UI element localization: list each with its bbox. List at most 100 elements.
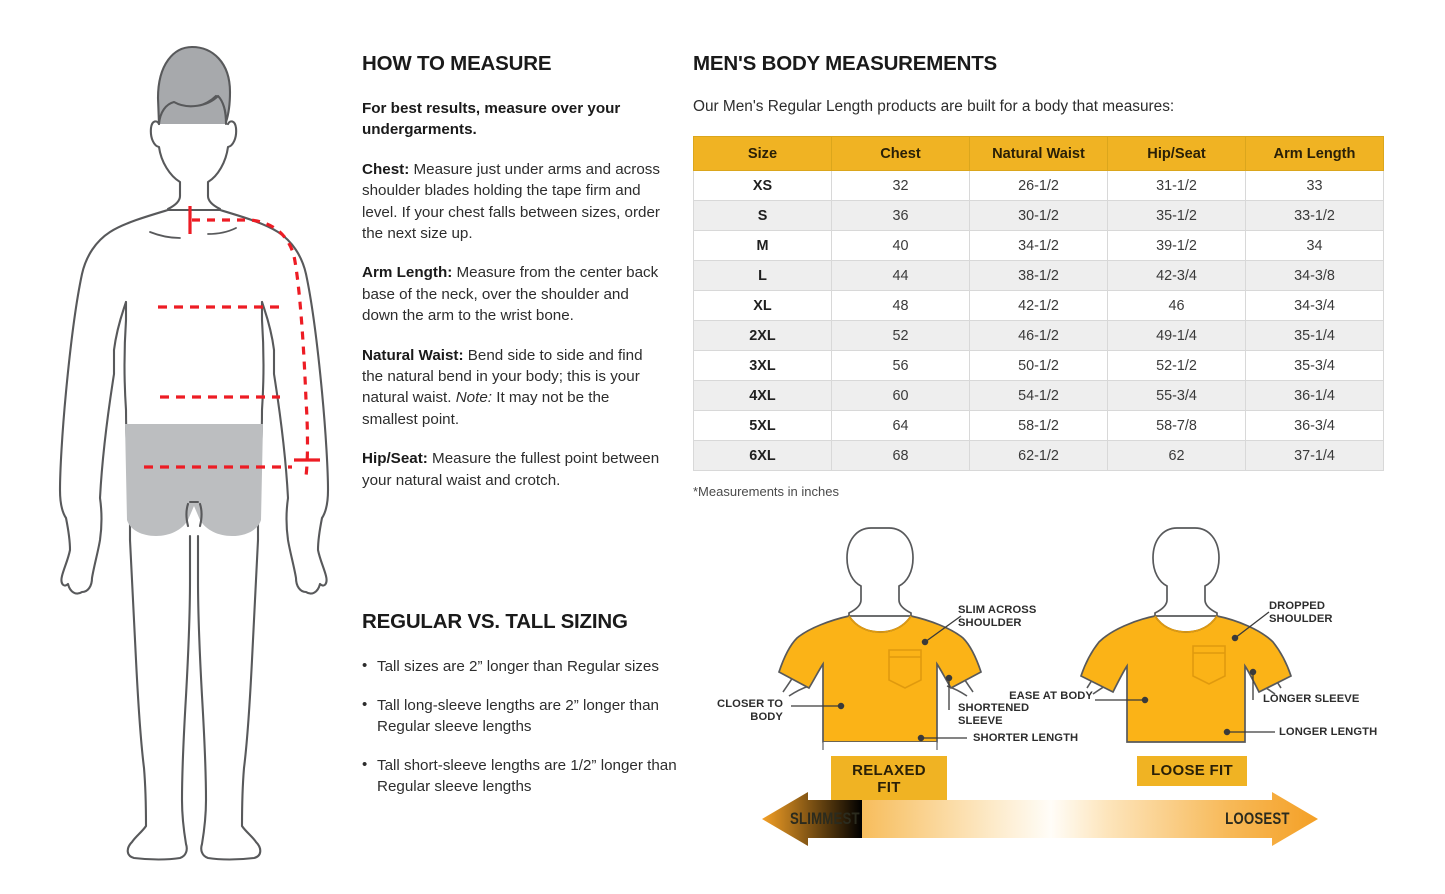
cell-hip-seat: 39-1/2 <box>1107 230 1246 261</box>
callout-shorter-length: SHORTER LENGTH <box>973 732 1079 744</box>
cell-natural-waist: 42-1/2 <box>969 290 1108 321</box>
table-row: 4XL 60 54-1/2 55-3/4 36-1/4 <box>693 380 1384 411</box>
cell-natural-waist: 62-1/2 <box>969 440 1108 471</box>
cell-hip-seat: 46 <box>1107 290 1246 321</box>
measure-item-hip-seat: Hip/Seat: Measure the fullest point betw… <box>362 448 667 491</box>
list-item: Tall long-sleeve lengths are 2” longer t… <box>362 694 707 738</box>
table-row: 6XL 68 62-1/2 62 37-1/4 <box>693 440 1384 471</box>
regular-vs-tall-list: Tall sizes are 2” longer than Regular si… <box>362 655 707 798</box>
cell-arm-length: 33-1/2 <box>1245 200 1384 231</box>
relaxed-fit-badge: RELAXED FIT <box>831 756 947 803</box>
column-header-natural-waist: Natural Waist <box>969 136 1108 171</box>
regular-vs-tall-title: REGULAR VS. TALL SIZING <box>362 610 628 633</box>
cell-arm-length: 33 <box>1245 170 1384 201</box>
list-item: Tall sizes are 2” longer than Regular si… <box>362 655 707 678</box>
measure-term-hip-seat: Hip/Seat: <box>362 450 428 468</box>
shirt-pocket <box>1192 645 1226 685</box>
cell-hip-seat: 52-1/2 <box>1107 350 1246 381</box>
cell-chest: 40 <box>831 230 970 261</box>
cell-arm-length: 36-1/4 <box>1245 380 1384 411</box>
cell-chest: 56 <box>831 350 970 381</box>
left-arm-outline <box>58 208 170 595</box>
cell-natural-waist: 58-1/2 <box>969 410 1108 441</box>
loose-fit-illustration <box>1079 527 1293 743</box>
cell-hip-seat: 58-7/8 <box>1107 410 1246 441</box>
left-leg <box>126 534 192 861</box>
list-item: Tall short-sleeve lengths are 1/2” longe… <box>362 754 707 798</box>
right-arm-outline <box>218 208 330 595</box>
cell-natural-waist: 30-1/2 <box>969 200 1108 231</box>
cell-natural-waist: 50-1/2 <box>969 350 1108 381</box>
how-to-measure-lead: For best results, measure over your unde… <box>362 100 621 139</box>
cell-arm-length: 34-3/8 <box>1245 260 1384 291</box>
cell-chest: 64 <box>831 410 970 441</box>
scale-label-slimmest: SLIMMEST <box>790 809 860 828</box>
size-table-wrapper: Size Chest Natural Waist Hip/Seat Arm Le… <box>693 136 1393 499</box>
callout-slim-across-shoulder: SLIM ACROSS SHOULDER <box>958 604 1037 629</box>
cell-chest: 60 <box>831 380 970 411</box>
callout-ease-at-body: EASE AT BODY <box>1009 690 1093 702</box>
fit-scale-arrow: SLIMMEST LOOSEST <box>760 790 1320 848</box>
callout-longer-sleeve: LONGER SLEEVE <box>1263 693 1360 705</box>
cell-arm-length: 36-3/4 <box>1245 410 1384 441</box>
measure-note-label: Note: <box>455 389 493 407</box>
cell-size: M <box>693 230 832 261</box>
measurements-section: MEN'S BODY MEASUREMENTS Our Men's Regula… <box>693 52 1393 499</box>
cell-chest: 48 <box>831 290 970 321</box>
measure-term-arm-length: Arm Length: <box>362 264 453 282</box>
cell-chest: 36 <box>831 200 970 231</box>
body-figure-diagram <box>40 20 340 880</box>
relaxed-fit-illustration <box>777 527 983 750</box>
fit-scale-arrow-svg <box>762 792 1318 846</box>
cell-hip-seat: 35-1/2 <box>1107 200 1246 231</box>
table-row: 3XL 56 50-1/2 52-1/2 35-3/4 <box>693 350 1384 381</box>
cell-arm-length: 35-1/4 <box>1245 320 1384 351</box>
table-row: M 40 34-1/2 39-1/2 34 <box>693 230 1384 261</box>
mannequin-head <box>846 527 914 617</box>
cell-hip-seat: 62 <box>1107 440 1246 471</box>
table-header-row: Size Chest Natural Waist Hip/Seat Arm Le… <box>693 136 1384 171</box>
measure-term-natural-waist: Natural Waist: <box>362 346 464 364</box>
column-header-hip-seat: Hip/Seat <box>1107 136 1246 171</box>
measure-text-hip-seat: Measure the fullest point between your n… <box>362 450 660 489</box>
cell-chest: 52 <box>831 320 970 351</box>
cell-hip-seat: 31-1/2 <box>1107 170 1246 201</box>
cell-natural-waist: 26-1/2 <box>969 170 1108 201</box>
table-row: L 44 38-1/2 42-3/4 34-3/8 <box>693 260 1384 291</box>
cell-size: 6XL <box>693 440 832 471</box>
cell-arm-length: 37-1/4 <box>1245 440 1384 471</box>
loose-fit-badge: LOOSE FIT <box>1137 756 1247 786</box>
scale-arrow-shape <box>762 792 1318 846</box>
measure-text-chest: Measure just under arms and across shoul… <box>362 160 660 243</box>
body-figure-svg <box>58 45 330 861</box>
cell-natural-waist: 38-1/2 <box>969 260 1108 291</box>
callout-closer-to-body: CLOSER TO BODY <box>717 698 783 723</box>
cell-size: L <box>693 260 832 291</box>
mannequin-head <box>1152 527 1220 617</box>
column-header-chest: Chest <box>831 136 970 171</box>
measurements-footnote: *Measurements in inches <box>693 484 839 499</box>
cell-natural-waist: 46-1/2 <box>969 320 1108 351</box>
callout-longer-length: LONGER LENGTH <box>1279 726 1378 738</box>
how-to-measure-section: HOW TO MEASURE For best results, measure… <box>362 52 667 509</box>
torso-right <box>260 300 276 352</box>
cell-size: S <box>693 200 832 231</box>
cell-chest: 44 <box>831 260 970 291</box>
cell-size: XL <box>693 290 832 321</box>
measure-text-natural-waist-2: It may not be the smallest point. <box>362 389 610 428</box>
cell-hip-seat: 42-3/4 <box>1107 260 1246 291</box>
measure-text-arm-length: Measure from the center back base of the… <box>362 264 659 325</box>
measure-text-natural-waist: Bend side to side and find the natural b… <box>362 346 643 407</box>
torso-left <box>112 300 128 352</box>
table-row: S 36 30-1/2 35-1/2 33-1/2 <box>693 200 1384 231</box>
cell-arm-length: 35-3/4 <box>1245 350 1384 381</box>
table-row: 2XL 52 46-1/2 49-1/4 35-1/4 <box>693 320 1384 351</box>
cell-size: 5XL <box>693 410 832 441</box>
cell-chest: 32 <box>831 170 970 201</box>
measure-term-chest: Chest: <box>362 160 410 178</box>
loose-shirt-collar <box>1154 615 1218 633</box>
callout-dropped-shoulder: DROPPED SHOULDER <box>1269 600 1333 625</box>
measurement-lines <box>144 206 320 477</box>
regular-vs-tall-section: REGULAR VS. TALL SIZING Tall sizes are 2… <box>362 610 707 815</box>
